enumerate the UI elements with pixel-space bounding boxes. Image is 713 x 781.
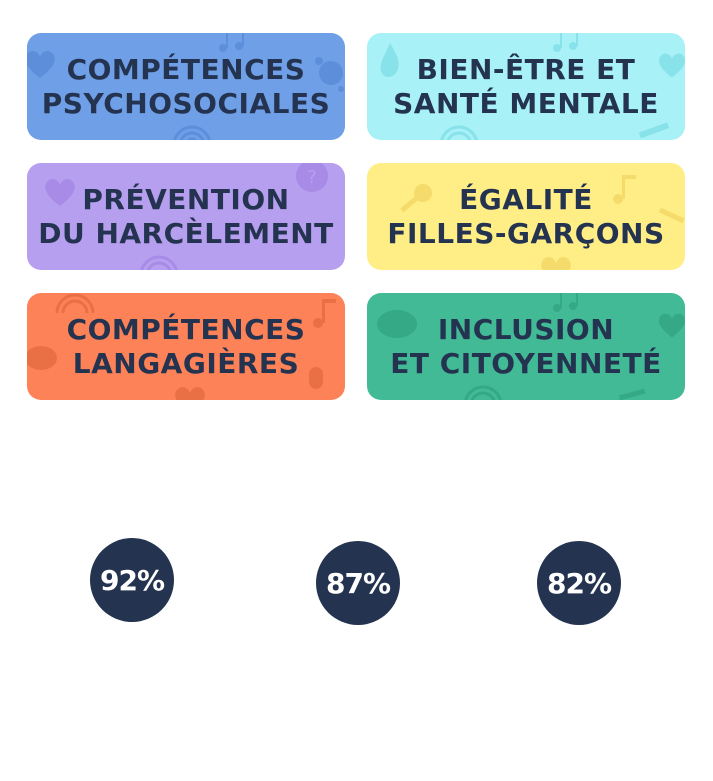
pencil-icon (638, 122, 670, 139)
splash-icon (315, 57, 344, 92)
heart-icon (27, 51, 55, 78)
music-note-icon (313, 299, 336, 328)
rainbow-icon (440, 125, 478, 140)
stat-badge-3: 82% (537, 541, 621, 625)
tile-label: Compétences langagières (66, 312, 306, 380)
tile-inclusion-citoyennete[interactable]: Inclusion et citoyenneté (367, 293, 685, 400)
tile-label: Égalité filles-garçons (387, 182, 665, 250)
heart-icon (175, 387, 205, 400)
microphone-icon (400, 184, 432, 213)
tile-competences-langagieres[interactable]: Compétences langagières (27, 293, 345, 400)
pencil-icon (618, 388, 646, 400)
stat-badge-2: 87% (316, 541, 400, 625)
pencil-icon (658, 207, 685, 224)
brain-icon (377, 310, 417, 338)
music-note-icon (553, 33, 578, 52)
tile-bien-etre-sante-mentale[interactable]: Bien-être et santé mentale (367, 33, 685, 140)
question-bubble-icon: ? (296, 163, 328, 192)
stat-badge-1: 92% (90, 538, 174, 622)
brain-icon (27, 346, 57, 370)
tile-label: Compétences psychosociales (41, 52, 331, 120)
rainbow-icon (140, 255, 178, 270)
splash-icon (380, 43, 399, 77)
heart-icon (541, 257, 571, 270)
svg-text:?: ? (307, 167, 317, 188)
rainbow-icon (464, 385, 502, 400)
tile-egalite-filles-garcons[interactable]: Égalité filles-garçons (367, 163, 685, 270)
rainbow-icon (173, 125, 211, 140)
tile-prevention-harcelement[interactable]: ? Prévention du harcèlement (27, 163, 345, 270)
tile-label: Inclusion et citoyenneté (390, 312, 662, 380)
tile-label: Bien-être et santé mentale (393, 52, 659, 120)
heart-icon (658, 53, 685, 78)
rainbow-icon (55, 293, 95, 313)
tile-label: Prévention du harcèlement (38, 182, 334, 250)
music-note-icon (613, 175, 636, 204)
music-note-icon (219, 33, 244, 52)
tile-competences-psychosociales[interactable]: Compétences psychosociales (27, 33, 345, 140)
music-note-icon (553, 293, 578, 312)
heart-icon (658, 313, 685, 338)
heart-icon (45, 179, 75, 206)
microphone-icon (309, 367, 323, 389)
